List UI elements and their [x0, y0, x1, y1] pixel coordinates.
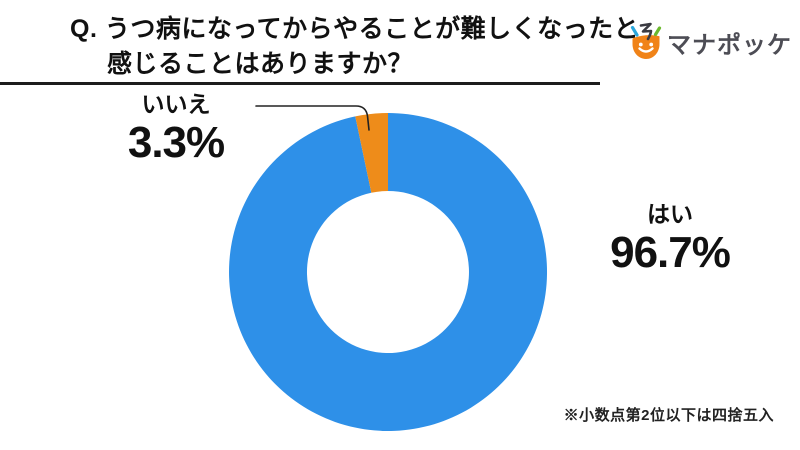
slice-no: [355, 113, 388, 193]
page-title-line1: Q. うつ病になってからやることが難しくなったと: [70, 15, 640, 43]
mascot-spark-left-icon: [630, 25, 639, 37]
label-no: いいえ 3.3%: [106, 90, 246, 165]
logo-text: マナポッケ: [667, 31, 792, 59]
leader-line: [255, 105, 370, 131]
slice-yes: [229, 113, 548, 431]
mascot-eye-right: [649, 42, 654, 47]
mascot-eye-left: [638, 42, 643, 47]
label-yes-value: 96.7%: [610, 228, 731, 277]
leader-line-path: [255, 105, 370, 131]
label-yes: はい 96.7%: [595, 200, 745, 275]
mascot-spark-right-icon: [653, 26, 662, 37]
page-title: Q. うつ病になってからやることが難しくなったと 感じることはありますか？: [70, 12, 639, 82]
footnote: ※小数点第2位以下は四捨五入: [563, 407, 774, 424]
title-underline: [0, 82, 600, 85]
mascot-smile: [638, 47, 654, 53]
mascot-bowl: [632, 35, 660, 59]
label-yes-name: はい: [647, 201, 693, 227]
page-title-line2: 感じることはありますか？: [107, 50, 414, 78]
donut-chart: [229, 113, 548, 431]
label-no-value: 3.3%: [127, 118, 225, 167]
logo: マナポッケ: [628, 21, 792, 63]
manapokke-mascot-icon: [630, 22, 662, 59]
mascot-zigzag: [639, 22, 653, 41]
label-no-name: いいえ: [141, 91, 211, 117]
